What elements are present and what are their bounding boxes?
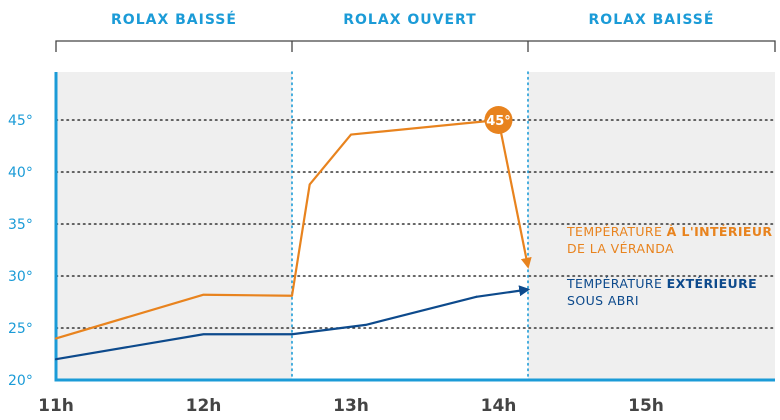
series-label-outside: TEMPÉRATURE EXTÉRIEURE [566, 276, 757, 291]
peak-label: 45° [486, 114, 511, 129]
peak-marker [484, 106, 513, 134]
phase-label: ROLAX BAISSÉ [111, 11, 237, 28]
x-tick-label: 13h [333, 396, 369, 416]
x-tick-label: 11h [38, 396, 74, 416]
y-tick-label: 35° [8, 217, 33, 233]
y-tick-label: 25° [8, 321, 33, 337]
phase-bracket [55, 40, 776, 52]
phase-header: ROLAX BAISSÉ ROLAX OUVERT ROLAX BAISSÉ [55, 11, 776, 52]
series: 45° [54, 106, 532, 361]
x-tick-label: 12h [186, 396, 222, 416]
series-labels: TEMPÉRATURE À L'INTÉRIEUR DE LA VÉRANDA TE… [566, 224, 772, 308]
series-label-outside: SOUS ABRI [567, 293, 639, 308]
phase-label: ROLAX BAISSÉ [589, 11, 715, 28]
series-arrow-inside [497, 119, 532, 269]
series-label-inside: DE LA VÉRANDA [567, 241, 674, 256]
series-label-inside: TEMPÉRATURE À L'INTÉRIEUR [566, 224, 772, 239]
x-tick-label: 14h [481, 396, 517, 416]
axes: 20° 25° 30° 35° 40° 45° 11h 12h 13h 14h 15h [8, 72, 775, 416]
gridlines [55, 71, 776, 381]
x-tick-label: 15h [628, 396, 664, 416]
phase-label: ROLAX OUVERT [343, 12, 476, 28]
series-arrow-outside [476, 285, 531, 298]
y-tick-label: 30° [8, 269, 33, 285]
y-tick-label: 40° [8, 165, 33, 181]
series-line-inside [54, 118, 500, 340]
y-tick-label: 45° [8, 113, 33, 129]
series-line-outside [54, 295, 478, 361]
y-tick-label: 20° [8, 373, 33, 389]
